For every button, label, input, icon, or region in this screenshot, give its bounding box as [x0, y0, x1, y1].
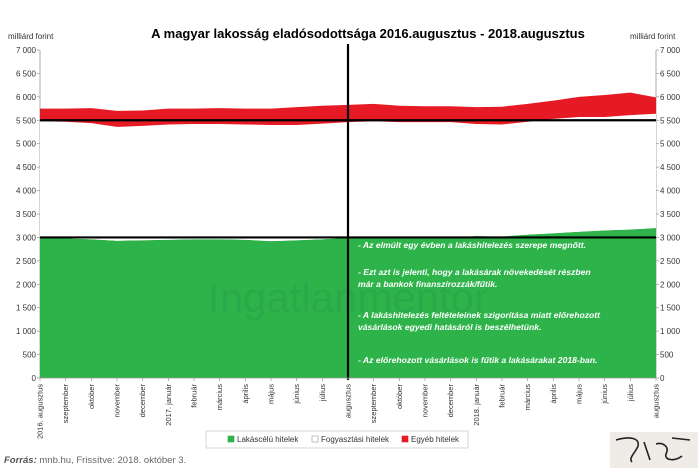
left-axis-unit: milliárd forint [8, 32, 54, 41]
y-tick-label-left: 500 [23, 351, 37, 360]
x-tick-label: szeptember [369, 384, 378, 424]
y-tick-label-left: 7 000 [16, 46, 37, 55]
x-tick-label: 2018. január [472, 384, 481, 426]
y-tick-label-right: 2 500 [660, 257, 681, 266]
x-tick-label: 2017. január [164, 384, 173, 426]
logo [610, 432, 698, 468]
annotations: - Az elmúlt egy évben a lakáshitelezés s… [358, 240, 601, 365]
y-tick-label-left: 1 000 [16, 327, 37, 336]
legend-box [205, 430, 469, 449]
y-tick-label-right: 6 500 [660, 69, 681, 78]
x-tick-label: május [267, 384, 276, 404]
x-tick-label: szeptember [61, 384, 70, 424]
x-tick-label: december [138, 384, 147, 418]
x-tick-label: március [215, 384, 224, 411]
y-tick-label-left: 6 500 [16, 69, 37, 78]
x-tick-label: február [190, 383, 199, 407]
source-label: Forrás: [4, 455, 37, 466]
y-axis-left: 0 500 1 000 1 500 2 000 2 500 3 000 3 500 4 000 4… [16, 46, 41, 383]
y-tick-label-left: 5 000 [16, 140, 37, 149]
x-tick-label: augusztus [652, 384, 661, 418]
y-tick-label-right: 6 000 [660, 93, 681, 102]
y-tick-label-right: 5 000 [660, 140, 681, 149]
y-tick-label-left: 3 000 [16, 233, 37, 242]
y-tick-label-left: 4 000 [16, 187, 37, 196]
legend-label: Lakáscélú hitelek [237, 435, 299, 444]
annotation-line: már a bankok finanszírozzák/fűtik. [358, 279, 497, 289]
legend-swatch [227, 435, 235, 443]
legend-label: Fogyasztási hitelek [321, 435, 390, 444]
y-tick-label-left: 2 000 [16, 280, 37, 289]
y-tick-label-right: 2 000 [660, 280, 681, 289]
y-tick-label-right: 1 500 [660, 304, 681, 313]
x-tick-label: október [87, 384, 96, 410]
x-tick-label: február [498, 383, 507, 407]
y-tick-label-left: 2 500 [16, 257, 37, 266]
y-tick-label-left: 1 500 [16, 304, 37, 313]
source-note: Forrás: mnb.hu, Frissítve: 2018. október… [4, 455, 186, 466]
x-tick-label: november [421, 384, 430, 418]
y-tick-label-left: 3 500 [16, 210, 37, 219]
x-tick-label: április [241, 384, 250, 404]
y-tick-label-left: 5 500 [16, 116, 37, 125]
x-tick-label: június [600, 384, 609, 405]
legend-swatch [401, 435, 409, 443]
annotation-line: - Az előrehozott vásárlások is fűtik a l… [358, 355, 597, 365]
y-tick-label-right: 3 000 [660, 233, 681, 242]
y-tick-label-right: 500 [660, 351, 674, 360]
right-axis-unit: milliárd forint [630, 32, 676, 41]
x-tick-label: április [549, 384, 558, 404]
y-tick-label-left: 6 000 [16, 93, 37, 102]
y-axis-right: 0 500 1 000 1 500 2 000 2 500 3 000 3 500 4 000 4… [655, 46, 681, 383]
x-tick-label: augusztus [344, 384, 353, 418]
x-tick-label: május [575, 384, 584, 404]
y-tick-label-right: 7 000 [660, 46, 681, 55]
x-tick-label: július [318, 384, 327, 402]
y-tick-label-left: 0 [32, 374, 37, 383]
reference-lines [40, 44, 656, 380]
x-tick-label: november [113, 384, 122, 418]
source-text: mnb.hu, Frissítve: 2018. október 3. [36, 455, 187, 466]
x-tick-label: június [292, 384, 301, 405]
x-tick-label: 2016. augusztus [36, 384, 45, 439]
legend-label: Egyéb hitelek [411, 435, 460, 444]
logo-signature-icon [615, 437, 691, 463]
legend: Lakáscélú hitelek Fogyasztási hitelek Egyé… [205, 430, 469, 449]
annotation-line: - A lakáshitelezés feltételeinek szigorí… [358, 310, 601, 320]
y-tick-label-right: 0 [660, 374, 665, 383]
annotation-line: - Az elmúlt egy évben a lakáshitelezés s… [358, 240, 586, 250]
annotation-line: vásárlások egyedi hatásáról is beszélhet… [358, 322, 541, 332]
x-axis: 2016. augusztus szeptember október november… [36, 377, 661, 439]
chart-title: A magyar lakosság eladósodottsága 2016.a… [151, 26, 585, 41]
y-tick-label-right: 4 000 [660, 187, 681, 196]
annotation-line: - Ezt azt is jelenti, hogy a lakásárak n… [358, 267, 591, 277]
y-tick-label-left: 4 500 [16, 163, 37, 172]
y-tick-label-right: 5 500 [660, 116, 681, 125]
x-tick-label: október [395, 384, 404, 410]
y-tick-label-right: 4 500 [660, 163, 681, 172]
x-tick-label: december [446, 384, 455, 418]
x-tick-label: március [523, 384, 532, 411]
y-tick-label-right: 1 000 [660, 327, 681, 336]
y-tick-label-right: 3 500 [660, 210, 681, 219]
legend-swatch [311, 435, 319, 443]
x-tick-label: július [626, 384, 635, 402]
